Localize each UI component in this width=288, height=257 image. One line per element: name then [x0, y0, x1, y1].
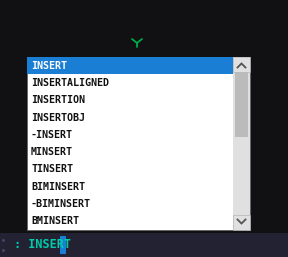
Text: -INSERT: -INSERT — [31, 130, 73, 140]
Bar — [27, 57, 233, 74]
Text: BMINSERT: BMINSERT — [31, 216, 79, 226]
Text: INSERTION: INSERTION — [31, 95, 85, 105]
Bar — [233, 57, 250, 230]
Bar — [27, 57, 250, 230]
Text: INSERTOBJ: INSERTOBJ — [31, 113, 85, 123]
Bar — [233, 215, 250, 230]
Text: BIMINSERT: BIMINSERT — [31, 182, 85, 192]
Text: -BIMINSERT: -BIMINSERT — [31, 199, 91, 209]
Text: MINSERT: MINSERT — [31, 147, 73, 157]
Text: : INSERT: : INSERT — [14, 238, 71, 252]
Text: INSERTALIGNED: INSERTALIGNED — [31, 78, 109, 88]
Bar — [233, 57, 250, 72]
Text: TINSERT: TINSERT — [31, 164, 73, 175]
Bar — [0, 233, 288, 257]
Text: INSERT: INSERT — [31, 61, 67, 71]
Bar — [235, 72, 248, 137]
Bar — [60, 236, 66, 254]
